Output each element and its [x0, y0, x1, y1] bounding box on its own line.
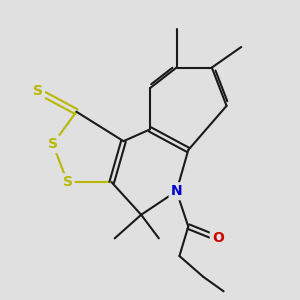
Text: O: O: [212, 231, 224, 245]
Text: S: S: [33, 84, 43, 98]
Text: S: S: [48, 137, 58, 151]
Text: N: N: [171, 184, 182, 198]
Text: S: S: [63, 176, 73, 189]
